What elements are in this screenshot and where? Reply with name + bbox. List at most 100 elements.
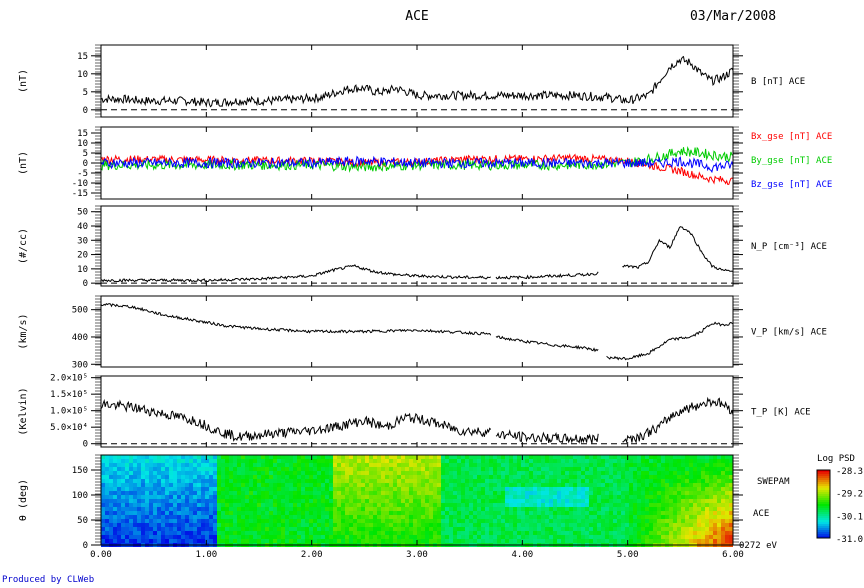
heatmap-cell [189,511,193,515]
heatmap-cell [289,459,293,463]
heatmap-cell [653,487,657,491]
heatmap-cell [605,455,609,459]
heatmap-cell [213,471,217,475]
heatmap-cell [533,483,537,487]
heatmap-cell [453,507,457,511]
heatmap-cell [293,519,297,523]
heatmap-cell [633,523,637,527]
heatmap-cell [581,471,585,475]
heatmap-cell [517,503,521,507]
heatmap-cell [709,499,713,503]
heatmap-cell [285,487,289,491]
heatmap-cell [437,519,441,523]
heatmap-cell [109,463,113,467]
heatmap-cell [113,499,117,503]
heatmap-cell [705,511,709,515]
heatmap-cell [437,507,441,511]
heatmap-cell [113,491,117,495]
heatmap-cell [537,483,541,487]
heatmap-cell [225,535,229,539]
heatmap-cell [521,499,525,503]
heatmap-cell [225,507,229,511]
heatmap-cell [469,539,473,543]
heatmap-cell [573,463,577,467]
heatmap-cell [377,471,381,475]
heatmap-cell [381,515,385,519]
heatmap-cell [281,503,285,507]
heatmap-cell [681,527,685,531]
heatmap-cell [453,463,457,467]
heatmap-cell [417,487,421,491]
heatmap-cell [429,527,433,531]
heatmap-cell [441,487,445,491]
heatmap-cell [725,507,729,511]
heatmap-cell [421,475,425,479]
heatmap-cell [305,531,309,535]
heatmap-cell [541,535,545,539]
heatmap-cell [621,483,625,487]
colorbar-segment [817,528,830,530]
heatmap-cell [357,487,361,491]
heatmap-cell [341,519,345,523]
heatmap-cell [265,507,269,511]
heatmap-cell [225,531,229,535]
heatmap-cell [333,491,337,495]
heatmap-cell [129,515,133,519]
heatmap-cell [129,527,133,531]
heatmap-cell [421,459,425,463]
heatmap-cell [605,527,609,531]
heatmap-cell [205,479,209,483]
heatmap-cell [473,535,477,539]
x-tick-label: 4.00 [511,550,533,560]
heatmap-cell [429,503,433,507]
heatmap-cell [137,515,141,519]
heatmap-cell [429,511,433,515]
heatmap-cell [585,499,589,503]
colorbar-segment [817,484,830,486]
heatmap-cell [545,487,549,491]
heatmap-cell [689,483,693,487]
heatmap-cell [241,487,245,491]
heatmap-cell [685,503,689,507]
heatmap-cell [485,463,489,467]
heatmap-cell [245,455,249,459]
heatmap-cell [573,527,577,531]
heatmap-cell [125,523,129,527]
heatmap-cell [637,531,641,535]
heatmap-cell [173,459,177,463]
heatmap-cell [581,527,585,531]
heatmap-cell [485,467,489,471]
heatmap-cell [381,479,385,483]
heatmap-cell [377,483,381,487]
heatmap-cell [445,459,449,463]
heatmap-cell [153,483,157,487]
y-tick-label: 2.0×10⁵ [50,374,88,384]
heatmap-cell [125,503,129,507]
heatmap-cell [481,535,485,539]
heatmap-cell [537,515,541,519]
heatmap-cell [457,519,461,523]
heatmap-cell [501,479,505,483]
heatmap-cell [501,471,505,475]
heatmap-cell [661,527,665,531]
heatmap-cell [189,495,193,499]
heatmap-cell [385,467,389,471]
heatmap-cell [209,519,213,523]
heatmap-cell [137,491,141,495]
y-tick-label: 10 [77,265,88,275]
heatmap-cell [401,463,405,467]
heatmap-cell [617,479,621,483]
heatmap-cell [429,455,433,459]
heatmap-cell [181,463,185,467]
heatmap-cell [433,487,437,491]
heatmap-cell [673,483,677,487]
heatmap-cell [549,475,553,479]
heatmap-cell [281,479,285,483]
heatmap-cell [153,519,157,523]
heatmap-cell [129,519,133,523]
heatmap-cell [513,455,517,459]
heatmap-cell [209,499,213,503]
heatmap-cell [501,491,505,495]
heatmap-cell [701,507,705,511]
heatmap-cell [173,527,177,531]
